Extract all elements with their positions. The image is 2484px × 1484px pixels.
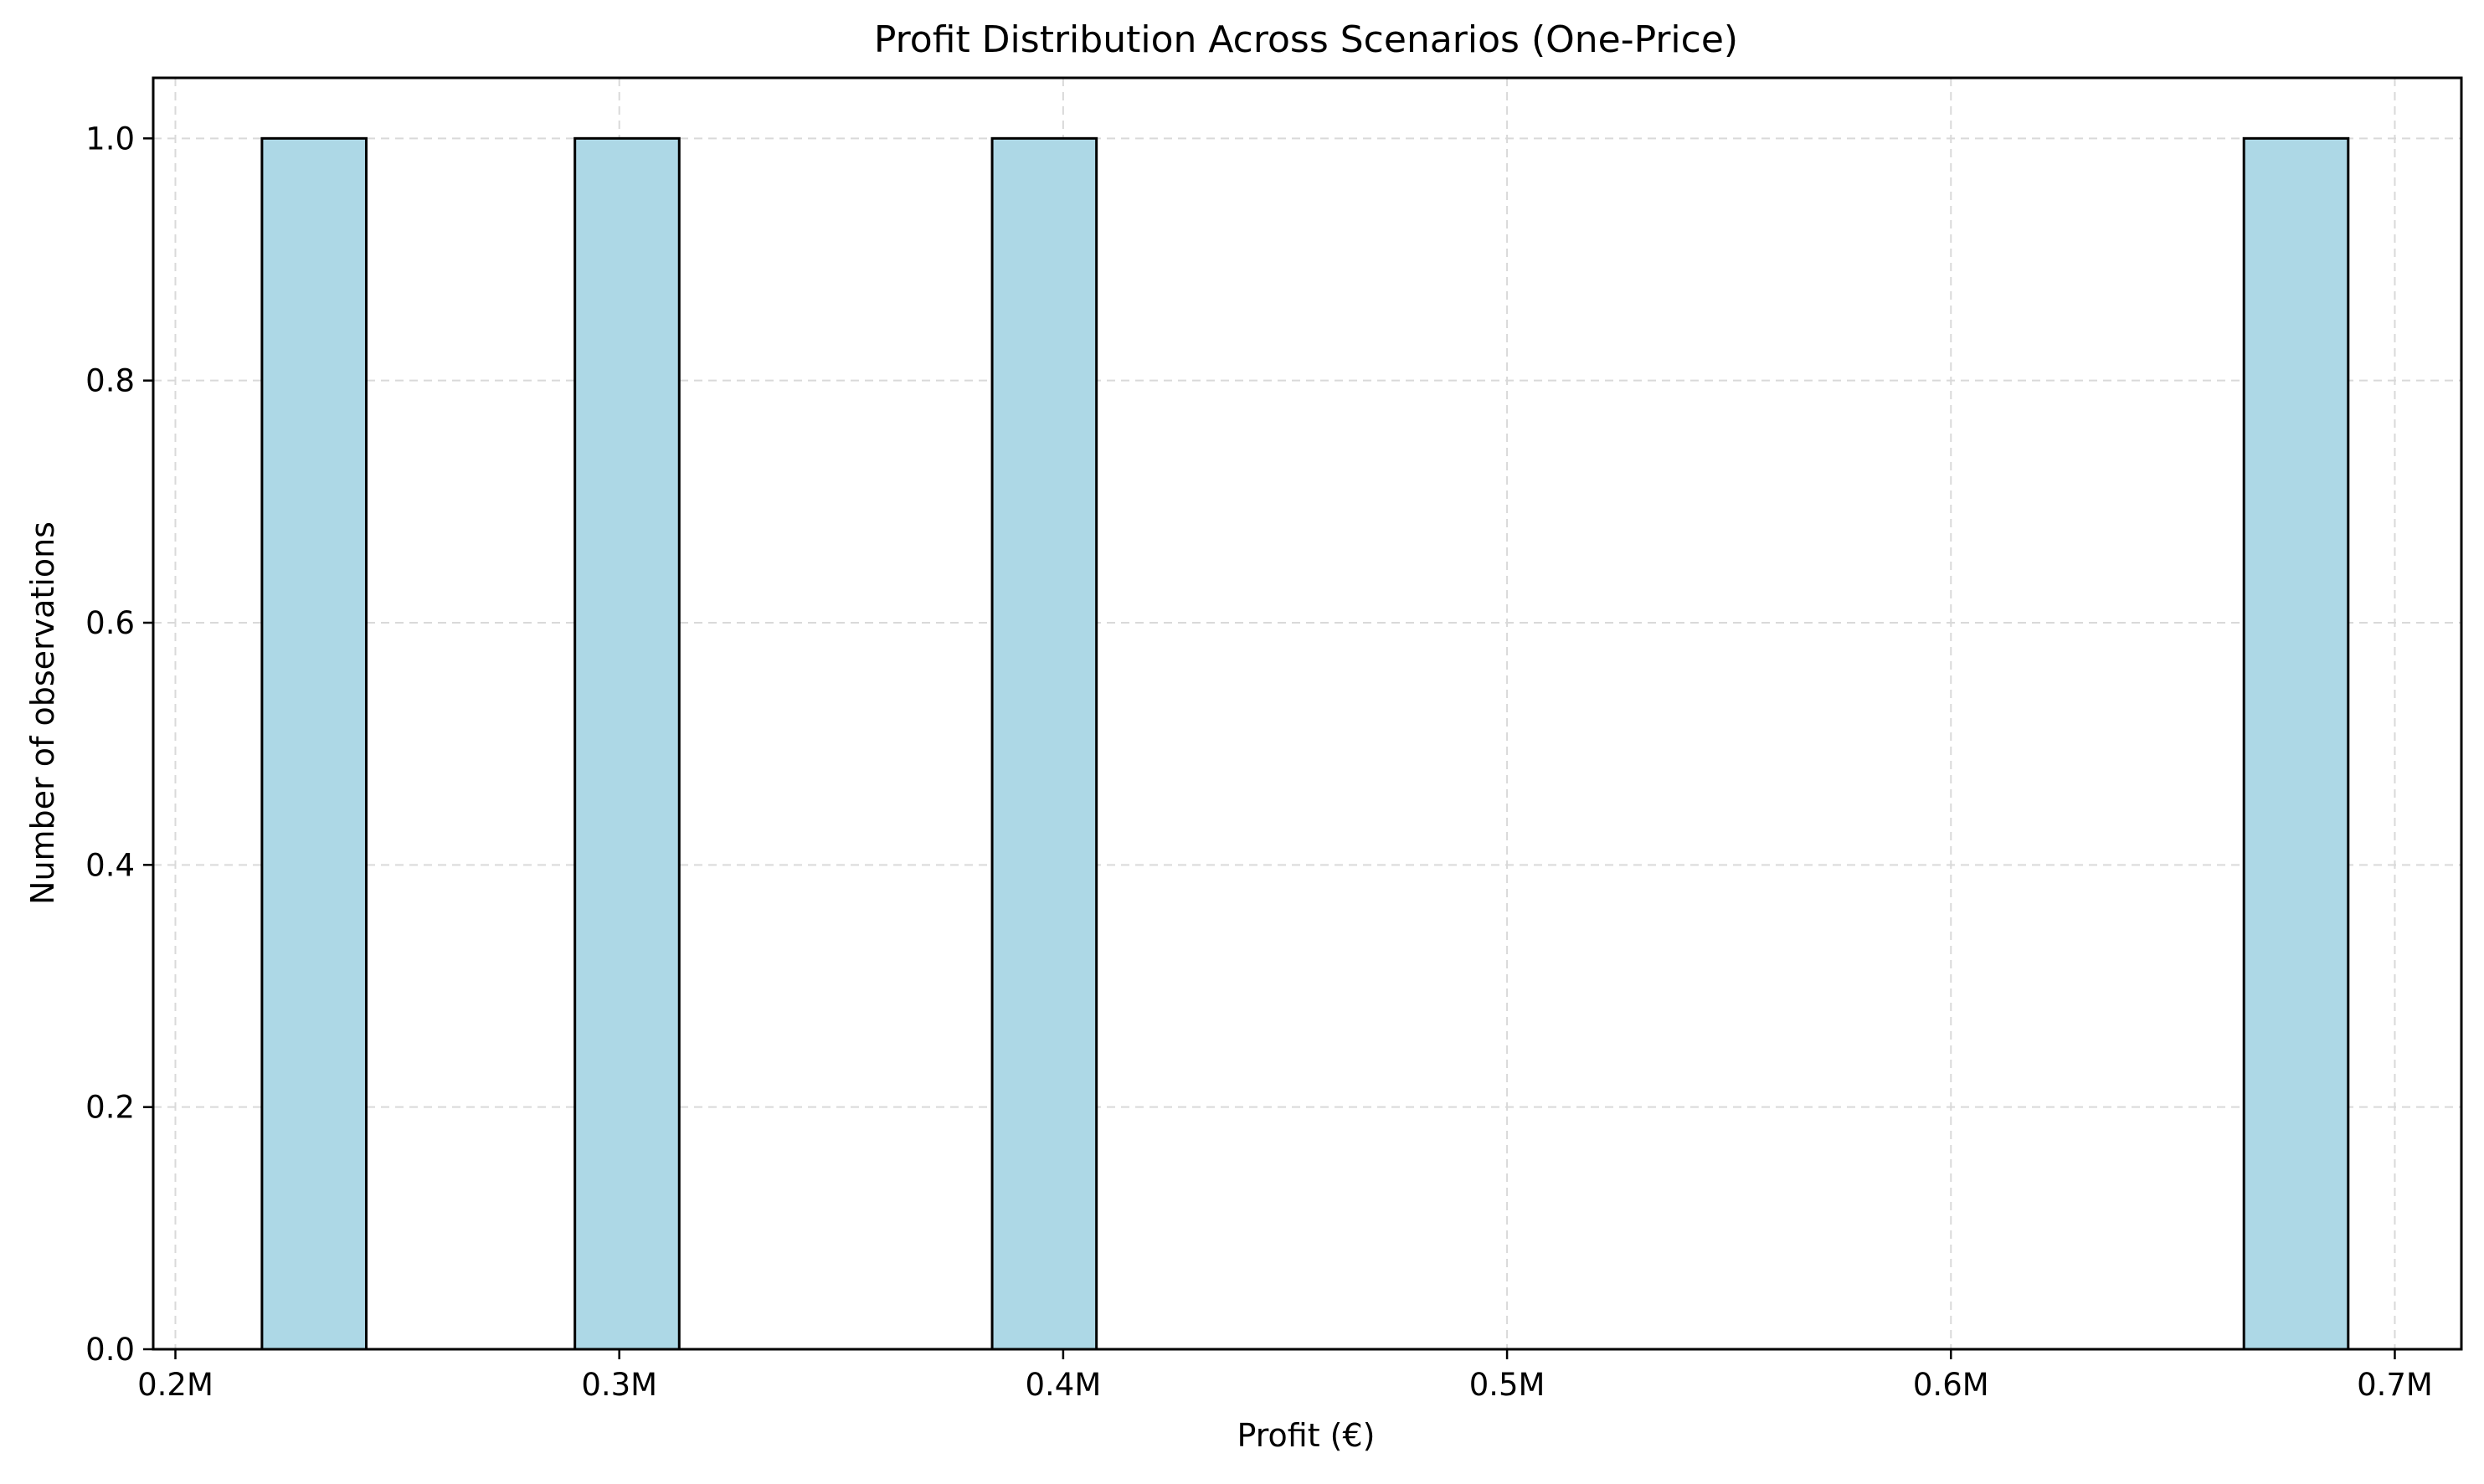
x-tick-label: 0.7M (2357, 1367, 2433, 1403)
x-tick-label: 0.6M (1913, 1367, 1989, 1403)
histogram-bars (260, 136, 2350, 1351)
axes (143, 76, 2463, 1359)
y-tick-label: 0.8 (85, 363, 135, 399)
grid-lines (153, 78, 2461, 1350)
y-tick-label: 1.0 (85, 121, 135, 157)
y-tick-label: 0.2 (85, 1090, 135, 1126)
chart-title: Profit Distribution Across Scenarios (On… (874, 18, 1738, 61)
y-tick-label: 0.0 (85, 1332, 135, 1368)
x-tick-label: 0.4M (1026, 1367, 1102, 1403)
y-axis-label: Number of observations (24, 521, 61, 905)
y-tick-label: 0.4 (85, 847, 135, 883)
histogram-bar (260, 136, 368, 1351)
plot-frame (152, 76, 2463, 1351)
histogram-bar (573, 136, 681, 1351)
x-axis-label: Profit (€) (1237, 1417, 1375, 1454)
x-tick-label: 0.2M (137, 1367, 213, 1403)
tick-labels: 0.2M 0.3M 0.4M 0.5M 0.6M 0.7M 0.0 0.2 0.4 0.6 0.8 1… (85, 121, 2433, 1403)
x-tick-label: 0.3M (581, 1367, 657, 1403)
x-tick-label: 0.5M (1469, 1367, 1545, 1403)
histogram-bar (2242, 136, 2350, 1351)
y-tick-label: 0.6 (85, 605, 135, 641)
histogram-bar (990, 136, 1098, 1351)
